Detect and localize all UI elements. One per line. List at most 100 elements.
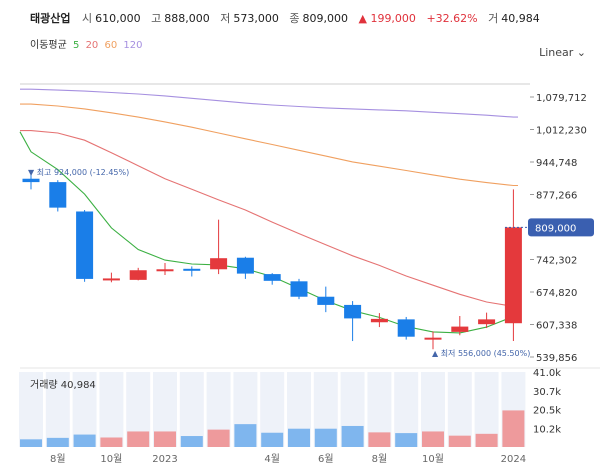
high-value: 888,000 xyxy=(164,12,210,25)
candle-body xyxy=(344,304,362,319)
time-tick-label: 4월 xyxy=(264,453,280,465)
volume-bar xyxy=(502,410,525,447)
volume-bg-slot xyxy=(447,372,472,447)
candle-body xyxy=(102,278,120,281)
open-value: 610,000 xyxy=(95,12,141,25)
candle-body xyxy=(424,337,442,340)
candle-body xyxy=(22,178,40,183)
ma-20: 20 xyxy=(85,40,99,51)
volume-caption: 거래량 40,984 xyxy=(30,376,96,391)
volume-bar xyxy=(127,431,150,447)
volume-bar xyxy=(234,424,257,447)
time-tick-label: 2023 xyxy=(152,454,177,465)
volume-bar xyxy=(207,429,230,447)
moving-average-lines xyxy=(19,88,518,334)
scale-toggle[interactable]: Linear ⌄ xyxy=(539,46,586,59)
candle-body xyxy=(156,269,174,272)
volume-caption-value: 40,984 xyxy=(60,380,96,391)
volume-axis: 41.0k 30.7k 20.5k 10.2k xyxy=(533,368,561,435)
low-value: 573,000 xyxy=(233,12,279,25)
candle-body xyxy=(397,319,415,337)
volume-bar xyxy=(448,435,471,447)
candle-body xyxy=(210,258,228,270)
high-label: 고 xyxy=(151,12,162,25)
ma20-line xyxy=(20,130,518,307)
price-axis: 1,079,712 1,012,230 944,748 877,266 742,302 6… xyxy=(505,93,594,364)
volume-tick-label: 20.5k xyxy=(533,406,561,417)
price-tick-label: 1,079,712 xyxy=(536,93,587,104)
volume-bar xyxy=(395,433,418,447)
volume-bg-slot xyxy=(72,372,97,447)
close-value: 809,000 xyxy=(302,12,348,25)
candle-body xyxy=(76,211,94,279)
candle-body xyxy=(183,268,201,271)
volume-bar xyxy=(368,432,391,447)
moving-average-legend[interactable]: 이동평균 5 20 60 120 xyxy=(30,36,146,51)
price-tick-label: 674,820 xyxy=(536,288,577,299)
time-tick-label: 10월 xyxy=(100,453,122,465)
volume-tick-label: 41.0k xyxy=(533,368,561,379)
candle-body xyxy=(129,270,147,280)
volume-bar xyxy=(261,432,284,447)
volume-bar xyxy=(100,437,123,447)
candle-body xyxy=(263,274,281,281)
volume-bar xyxy=(20,439,42,447)
annotations: ▼ 최고 924,000 (-12.45%) ▲ 최저 556,000 (45.5… xyxy=(28,167,530,358)
change-amount: ▲ 199,000 xyxy=(358,12,416,25)
time-tick-label: 8월 xyxy=(372,453,388,465)
volume-bar xyxy=(73,434,96,447)
stock-name: 태광산업 xyxy=(30,12,71,25)
volume-bar xyxy=(180,436,203,447)
ma120-line xyxy=(20,88,518,118)
time-tick-label: 2024 xyxy=(501,454,526,465)
high-annotation: ▼ 최고 924,000 (-12.45%) xyxy=(28,167,129,177)
ma-5: 5 xyxy=(73,40,80,51)
close-label: 종 xyxy=(289,12,300,25)
price-tick-label: 877,266 xyxy=(536,191,577,202)
ma-120: 120 xyxy=(123,40,143,51)
current-price-badge xyxy=(528,218,594,237)
volume-bar xyxy=(46,437,69,447)
volume-bg-slot xyxy=(45,372,70,447)
current-price-label: 809,000 xyxy=(535,223,576,234)
ma5-line xyxy=(19,131,518,334)
volume-bar xyxy=(475,433,498,447)
volume-bar xyxy=(314,428,337,447)
candle-body xyxy=(49,182,67,208)
ma-label: 이동평균 xyxy=(30,40,67,51)
volume-tick-label: 10.2k xyxy=(533,424,561,435)
volume-bar xyxy=(154,431,176,447)
price-tick-label: 607,338 xyxy=(536,321,577,332)
time-tick-label: 10월 xyxy=(422,453,444,465)
volume-value: 40,984 xyxy=(501,12,540,25)
candles xyxy=(22,171,522,350)
volume-tick-label: 30.7k xyxy=(533,387,561,398)
volume-bg-slot xyxy=(19,372,43,447)
price-summary: 태광산업 시 610,000 고 888,000 저 573,000 종 809,000… xyxy=(30,10,547,26)
ma-60: 60 xyxy=(104,40,118,51)
candle-body xyxy=(317,296,335,305)
price-tick-label: 539,856 xyxy=(536,353,577,364)
low-label: 저 xyxy=(220,12,231,25)
candle-body xyxy=(478,319,496,325)
candle-body xyxy=(504,227,522,324)
low-annotation: ▲ 최저 556,000 (45.50%) xyxy=(432,348,530,358)
volume-label: 거 xyxy=(488,12,499,25)
volume-bar xyxy=(288,428,310,447)
ma60-line xyxy=(20,103,518,187)
candle-body xyxy=(290,281,308,297)
candle-body xyxy=(451,326,469,332)
candle-body xyxy=(370,318,388,323)
open-label: 시 xyxy=(81,12,93,25)
volume-bg-slot xyxy=(99,372,124,447)
volume-bars xyxy=(19,372,526,447)
volume-bg-slot xyxy=(179,372,204,447)
volume-caption-label: 거래량 xyxy=(30,380,58,391)
volume-bar xyxy=(341,425,364,447)
price-tick-label: 742,302 xyxy=(536,256,577,267)
time-axis: 8월 10월 2023 4월 6월 8월 10월 2024 xyxy=(50,453,526,465)
candle-body xyxy=(236,257,254,274)
price-tick-label: 944,748 xyxy=(536,158,577,169)
price-tick-label: 1,012,230 xyxy=(536,126,587,137)
change-percent: +32.62% xyxy=(426,12,478,25)
